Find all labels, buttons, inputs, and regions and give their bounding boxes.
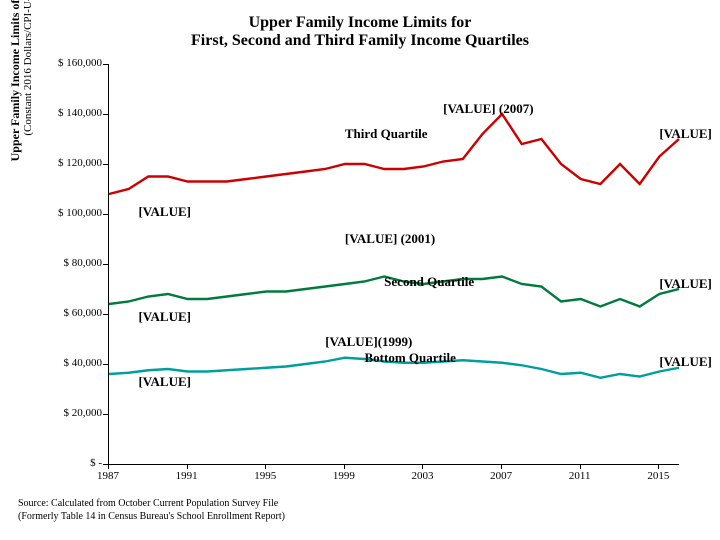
x-tick-label: 1995	[245, 470, 285, 482]
x-tick-label: 1991	[167, 470, 207, 482]
x-tick-label: 2007	[481, 470, 521, 482]
second-quartile-label: Second Quartile	[384, 274, 474, 290]
annot-1987-second: [VALUE]	[138, 309, 191, 325]
third-quartile-label: Third Quartile	[345, 126, 428, 142]
annot-1987-third: [VALUE]	[138, 204, 191, 220]
source-line-1: Source: Calculated from October Current …	[18, 498, 278, 511]
annot-2016-second: [VALUE]	[659, 276, 712, 292]
annot-peak-1999: [VALUE](1999)	[325, 334, 412, 350]
y-tick-label: $ 80,000	[36, 257, 102, 269]
y-tick-label: $ 60,000	[36, 307, 102, 319]
y-axis-sublabel: (Constant 2016 Dollars/CPI-U-RS)	[22, 0, 34, 148]
bottom-quartile-label: Bottom Quartile	[365, 350, 456, 366]
y-tick-label: $ -	[36, 457, 102, 469]
y-tick-label: $ 120,000	[36, 157, 102, 169]
x-tick-label: 1999	[324, 470, 364, 482]
annot-2016-bottom: [VALUE]	[659, 354, 712, 370]
annot-peak-2001: [VALUE] (2001)	[345, 231, 435, 247]
x-tick-label: 2015	[638, 470, 678, 482]
line-chart-svg	[109, 64, 679, 464]
annot-2016-third: [VALUE]	[659, 126, 712, 142]
x-tick-label: 2011	[560, 470, 600, 482]
plot-area: Third Quartile Second Quartile Bottom Quar…	[108, 64, 679, 465]
source-line-2: (Formerly Table 14 in Census Bureau's Sc…	[18, 511, 285, 524]
annot-peak-2007: [VALUE] (2007)	[443, 101, 533, 117]
annot-1987-bottom: [VALUE]	[138, 374, 191, 390]
x-tick-label: 1987	[88, 470, 128, 482]
title-line-1: Upper Family Income Limits for	[0, 14, 720, 32]
y-tick-label: $ 20,000	[36, 407, 102, 419]
x-tick-label: 2003	[402, 470, 442, 482]
y-tick-label: $ 160,000	[36, 57, 102, 69]
y-tick-label: $ 100,000	[36, 207, 102, 219]
title-line-2: First, Second and Third Family Income Qu…	[0, 32, 720, 50]
y-axis-label: Upper Family Income Limits of Quartiles	[8, 0, 23, 170]
y-tick-label: $ 140,000	[36, 107, 102, 119]
y-tick-label: $ 40,000	[36, 357, 102, 369]
page: Upper Family Income Limits for First, Se…	[0, 0, 720, 540]
